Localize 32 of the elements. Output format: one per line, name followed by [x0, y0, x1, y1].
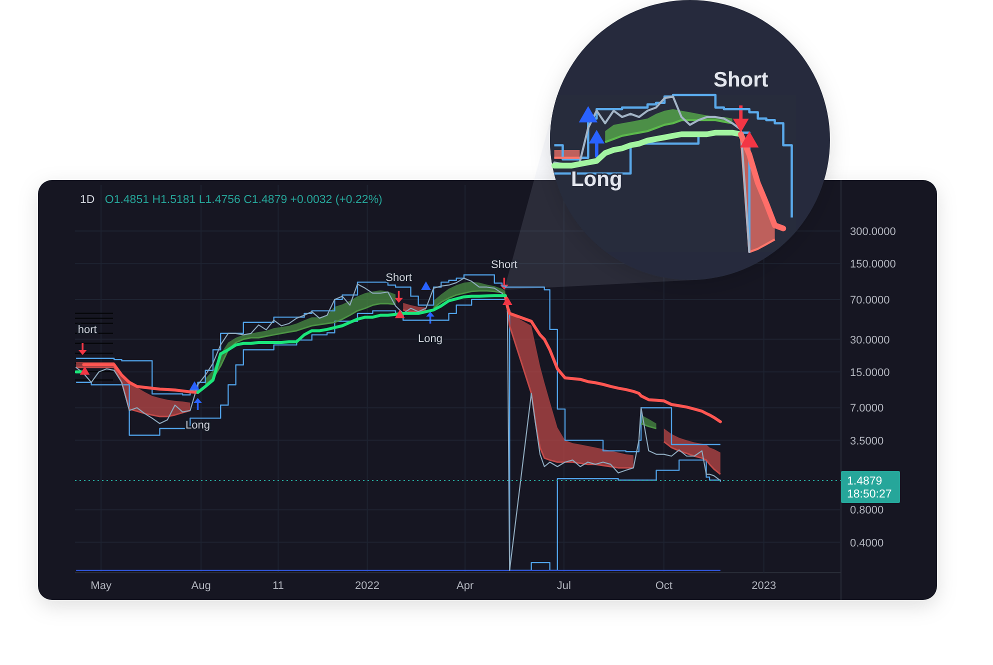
y-tick-label: 0.4000 [850, 537, 884, 550]
legend-label: Long [571, 168, 622, 191]
x-tick-label: Aug [191, 580, 211, 592]
x-tick-label: 2023 [752, 580, 776, 592]
y-tick-label: 150.0000 [850, 258, 896, 271]
x-tick-label: Jul [556, 580, 571, 592]
point [80, 366, 90, 375]
annotation: hort [78, 324, 97, 336]
series-label: Short [713, 68, 768, 92]
point [190, 381, 200, 390]
point [394, 310, 405, 318]
x-tick-label: Oct [655, 580, 672, 592]
x-tick-label: May [90, 580, 112, 592]
x-tick-label: 2022 [355, 580, 380, 592]
y-tick-label: 70.0000 [850, 294, 890, 306]
x-tick-label: Apr [456, 580, 474, 592]
y-tick-label: 30.0000 [850, 334, 890, 346]
text: O1.4851 H1.5181 L1.4756 C1.4879 +0.0032 (+0.22%) [104, 194, 383, 206]
ref-line-label: 1.4879 [847, 476, 882, 488]
annotation: Long [418, 332, 443, 345]
text: 18:50:27 [847, 488, 892, 501]
y-tick-label: 300.0000 [850, 226, 896, 238]
y-tick-label: 0.8000 [850, 504, 884, 517]
annotation: Short [491, 258, 518, 271]
text: 1D [80, 194, 95, 206]
point [421, 281, 431, 290]
y-tick-label: 3.5000 [850, 435, 884, 448]
y-tick-label: 15.0000 [850, 366, 890, 379]
annotation: Short [386, 272, 412, 284]
y-tick-label: 7.0000 [850, 402, 884, 415]
point [502, 296, 512, 306]
x-tick-label: 11 [272, 580, 284, 592]
